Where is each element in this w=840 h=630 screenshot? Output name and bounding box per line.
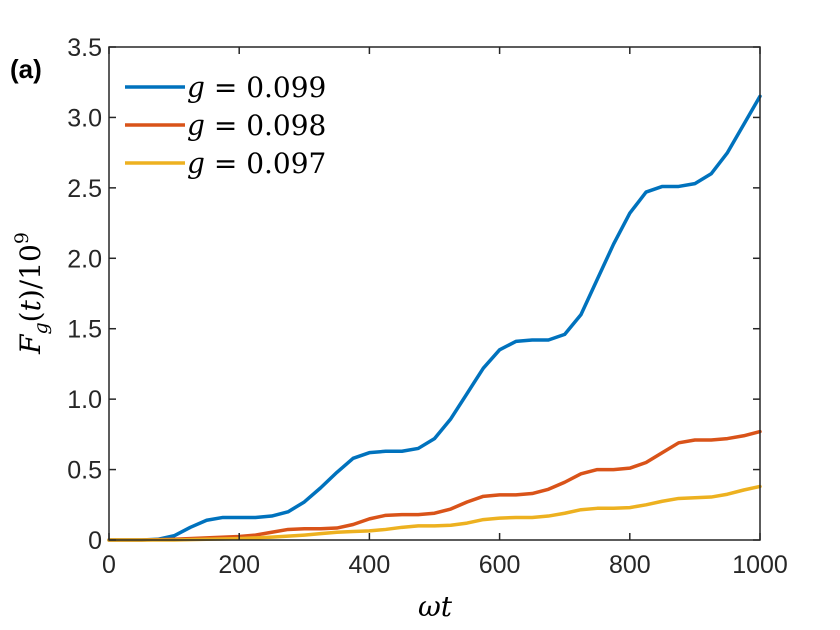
legend-item-3: g = 0.097	[125, 147, 326, 180]
y-tick-label: 0.5	[67, 457, 102, 485]
y-tick-label: 2.0	[67, 245, 102, 273]
ticks-layer: 0 200 400 600 800 1000 0 0.5 1.0 1.5 2.0 2.5 3.0 3.5	[67, 34, 788, 579]
legend-label-2: g = 0.098	[187, 109, 326, 142]
y-tick-label: 2.5	[67, 175, 102, 203]
x-tick-label: 800	[609, 551, 651, 579]
legend-label-1: g = 0.099	[187, 71, 326, 104]
x-axis-label: ωt	[418, 590, 453, 623]
y-tick-label: 3.5	[67, 34, 102, 62]
y-tick-label: 3.0	[67, 104, 102, 132]
series-line-3	[107, 484, 762, 542]
series-layer	[107, 94, 762, 542]
x-axis-label-t: t	[441, 590, 453, 623]
y-tick-label: 1.0	[67, 386, 102, 414]
series-line-1	[107, 94, 762, 542]
legend-item-2: g = 0.098	[125, 109, 326, 142]
x-axis-label-omega: ω	[418, 590, 441, 623]
legend: g = 0.099 g = 0.098 g = 0.097	[125, 71, 326, 180]
y-tick-label: 1.5	[67, 316, 102, 344]
series-line-2	[107, 429, 762, 542]
plot-area: 0 200 400 600 800 1000 0 0.5 1.0 1.5 2.0 2.5 3.0 3.5	[67, 34, 788, 579]
x-tick-label: 1000	[732, 551, 788, 579]
legend-item-1: g = 0.099	[125, 71, 326, 104]
x-tick-label: 0	[102, 551, 116, 579]
x-tick-label: 400	[349, 551, 391, 579]
panel-label: (a)	[10, 54, 42, 84]
y-tick-label: 0	[88, 527, 102, 555]
x-tick-label: 200	[218, 551, 260, 579]
y-axis-label: Fg(t)/109	[11, 232, 52, 355]
plot-frame	[108, 46, 761, 541]
x-tick-label: 600	[479, 551, 521, 579]
legend-label-3: g = 0.097	[187, 147, 326, 180]
